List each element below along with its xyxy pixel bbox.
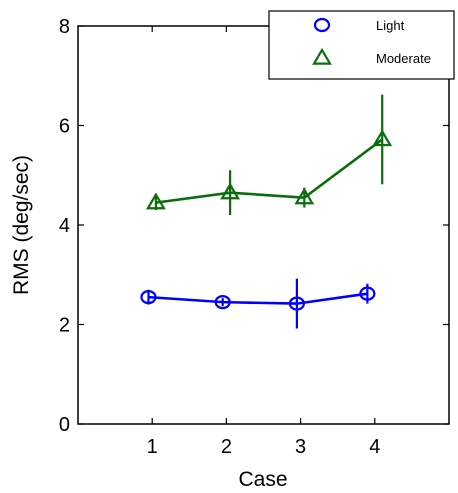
data-point [372,129,393,147]
legend-label-moderate: Moderate [376,51,431,66]
plot-frame [77,25,450,425]
legend-label-light: Light [376,18,405,33]
y-tick-label: 6 [59,116,70,138]
data-point [288,296,305,311]
data-point [220,182,241,200]
series-layer [140,94,393,329]
y-axis-title: RMS (deg/sec) [10,155,33,295]
x-tick-label: 3 [295,436,306,458]
y-tick-label: 4 [59,215,70,237]
legend-box [268,10,455,80]
x-tick-label: 1 [147,436,158,458]
series-light [140,278,376,329]
series-moderate [145,94,393,216]
y-tick-label: 8 [59,16,70,38]
data-point [140,290,157,305]
legend-marker-moderate [312,47,332,65]
series-line [155,138,383,204]
x-axis-ticks: 1 2 3 4 [147,26,380,458]
y-tick-label: 0 [59,414,70,436]
x-tick-label: 4 [369,436,380,458]
legend-marker-light [313,17,331,33]
x-tick-label: 2 [221,436,232,458]
data-point [359,286,376,301]
legend: Light Moderate [268,10,455,80]
series-line [148,292,368,305]
data-point [294,187,315,205]
data-point [145,192,166,210]
x-axis-title: Case [238,468,287,491]
y-tick-label: 2 [59,315,70,337]
data-point [214,295,231,310]
